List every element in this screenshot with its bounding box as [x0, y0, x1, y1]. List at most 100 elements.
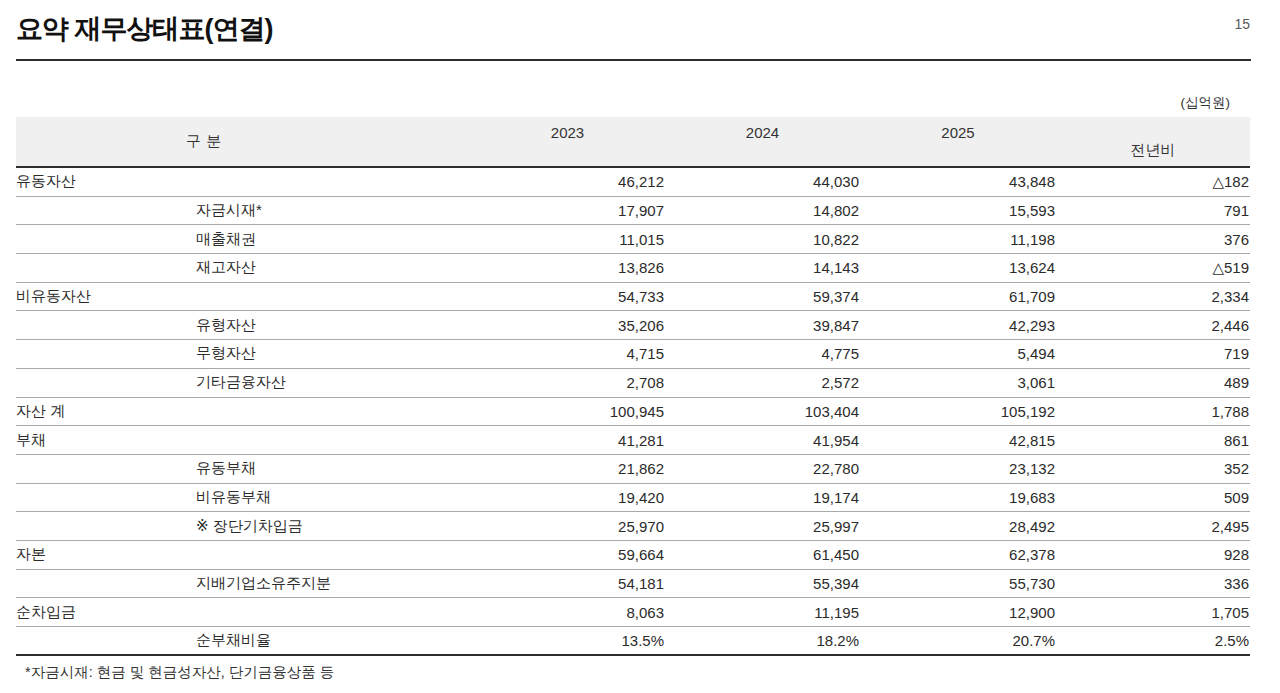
row-value: 3,061 — [860, 374, 1056, 391]
row-label: 비유동자산 — [16, 287, 470, 306]
row-value: 8,063 — [470, 604, 665, 621]
header-year-2024: 2024 — [665, 117, 860, 166]
row-label: 부채 — [16, 431, 470, 450]
row-value: 489 — [1056, 374, 1250, 391]
row-value: 861 — [1056, 432, 1250, 449]
table-row: 무형자산4,7154,7755,494719 — [16, 340, 1250, 369]
row-value: 13,624 — [860, 259, 1056, 276]
row-value: 46,212 — [470, 173, 665, 190]
row-value: 2,446 — [1056, 317, 1250, 334]
footnote: *자금시재: 현금 및 현금성자산, 단기금융상품 등 — [25, 663, 334, 682]
row-value: 21,862 — [470, 460, 665, 477]
row-value: 4,775 — [665, 345, 860, 362]
header-label-col: 구 분 — [16, 117, 470, 166]
row-value: 336 — [1056, 575, 1250, 592]
row-value: 103,404 — [665, 403, 860, 420]
row-label: 지배기업소유주지분 — [16, 574, 470, 593]
row-value: 100,945 — [470, 403, 665, 420]
row-value: 62,378 — [860, 546, 1056, 563]
row-value: 42,815 — [860, 432, 1056, 449]
table-row: 기타금융자산2,7082,5723,061489 — [16, 369, 1250, 398]
row-label: 자산 계 — [16, 402, 470, 421]
row-value: 352 — [1056, 460, 1250, 477]
table-row: ※ 장단기차입금25,97025,99728,4922,495 — [16, 512, 1250, 541]
row-value: 376 — [1056, 231, 1250, 248]
table-header-row: 구 분 2023 2024 2025 전년비 — [16, 117, 1250, 168]
row-value: 11,198 — [860, 231, 1056, 248]
row-label: 유형자산 — [16, 316, 470, 335]
row-value: 2.5% — [1056, 632, 1250, 649]
row-label: 재고자산 — [16, 258, 470, 277]
row-value: 54,181 — [470, 575, 665, 592]
table-row: 지배기업소유주지분54,18155,39455,730336 — [16, 570, 1250, 599]
row-value: 2,495 — [1056, 518, 1250, 535]
row-value: 22,780 — [665, 460, 860, 477]
table-body: 유동자산46,21244,03043,848△182자금시재*17,90714,… — [16, 168, 1250, 656]
table-row: 순차입금8,06311,19512,9001,705 — [16, 598, 1250, 627]
row-value: 10,822 — [665, 231, 860, 248]
row-value: 2,572 — [665, 374, 860, 391]
row-value: 59,374 — [665, 288, 860, 305]
row-label: 자금시재* — [16, 201, 470, 220]
row-value: 18.2% — [665, 632, 860, 649]
row-value: 791 — [1056, 202, 1250, 219]
row-value: 23,132 — [860, 460, 1056, 477]
row-label: 무형자산 — [16, 344, 470, 363]
row-value: 20.7% — [860, 632, 1056, 649]
table-row: 유형자산35,20639,84742,2932,446 — [16, 311, 1250, 340]
row-value: 61,450 — [665, 546, 860, 563]
row-value: 1,705 — [1056, 604, 1250, 621]
row-value: 11,195 — [665, 604, 860, 621]
row-value: 41,281 — [470, 432, 665, 449]
table-row: 부채41,28141,95442,815861 — [16, 426, 1250, 455]
report-page: 요약 재무상태표(연결) 15 (십억원) 구 분 2023 2024 2025… — [0, 0, 1280, 693]
row-value: 14,143 — [665, 259, 860, 276]
row-value: 11,015 — [470, 231, 665, 248]
row-value: 54,733 — [470, 288, 665, 305]
row-value: 928 — [1056, 546, 1250, 563]
row-label: 기타금융자산 — [16, 373, 470, 392]
row-label: 비유동부채 — [16, 488, 470, 507]
row-value: 42,293 — [860, 317, 1056, 334]
row-value: 59,664 — [470, 546, 665, 563]
row-label: 유동부채 — [16, 459, 470, 478]
row-value: △182 — [1056, 173, 1250, 191]
row-value: 55,730 — [860, 575, 1056, 592]
row-value: 25,997 — [665, 518, 860, 535]
row-label: ※ 장단기차입금 — [16, 517, 470, 536]
row-value: 4,715 — [470, 345, 665, 362]
row-value: 105,192 — [860, 403, 1056, 420]
row-value: 2,708 — [470, 374, 665, 391]
row-value: 19,420 — [470, 489, 665, 506]
table-row: 재고자산13,82614,14313,624△519 — [16, 254, 1250, 283]
row-value: 25,970 — [470, 518, 665, 535]
row-value: 19,683 — [860, 489, 1056, 506]
row-value: 44,030 — [665, 173, 860, 190]
row-value: 13.5% — [470, 632, 665, 649]
table-row: 유동부채21,86222,78023,132352 — [16, 455, 1250, 484]
row-value: 14,802 — [665, 202, 860, 219]
title-divider — [16, 59, 1251, 61]
table-row: 자산 계100,945103,404105,1921,788 — [16, 398, 1250, 427]
page-number: 15 — [1234, 16, 1250, 32]
row-value: 13,826 — [470, 259, 665, 276]
row-value: 28,492 — [860, 518, 1056, 535]
row-value: 19,174 — [665, 489, 860, 506]
balance-sheet-table: 구 분 2023 2024 2025 전년비 유동자산46,21244,030 4… — [16, 117, 1250, 656]
row-label: 유동자산 — [16, 172, 470, 191]
table-row: 자본59,66461,45062,378928 — [16, 541, 1250, 570]
row-value: △519 — [1056, 259, 1250, 277]
row-value: 61,709 — [860, 288, 1056, 305]
table-row: 비유동부채19,42019,17419,683509 — [16, 484, 1250, 513]
page-title: 요약 재무상태표(연결) — [16, 11, 272, 47]
row-value: 17,907 — [470, 202, 665, 219]
row-value: 55,394 — [665, 575, 860, 592]
row-label: 매출채권 — [16, 230, 470, 249]
unit-label: (십억원) — [1181, 94, 1231, 112]
row-value: 39,847 — [665, 317, 860, 334]
row-value: 1,788 — [1056, 403, 1250, 420]
row-value: 5,494 — [860, 345, 1056, 362]
table-row: 자금시재*17,90714,80215,593791 — [16, 197, 1250, 226]
header-yoy-col: 전년비 — [1056, 117, 1250, 166]
table-row: 비유동자산54,73359,37461,7092,334 — [16, 283, 1250, 312]
